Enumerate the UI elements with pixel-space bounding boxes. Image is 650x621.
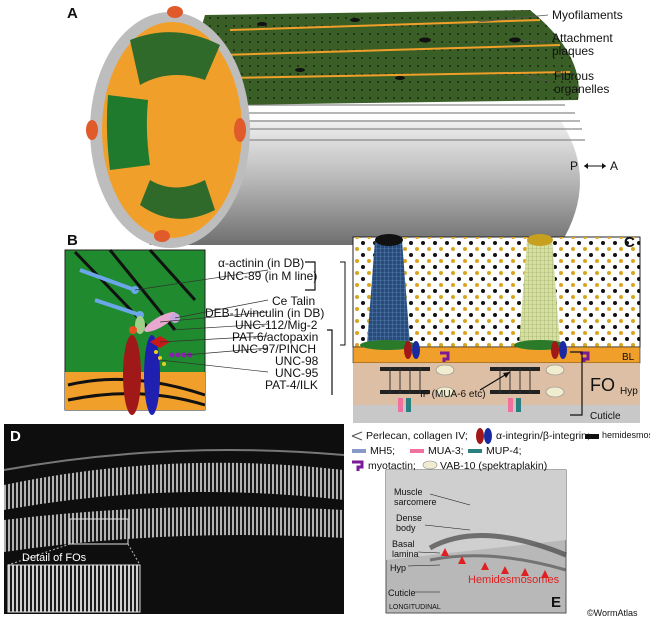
- label-muscle-sarcomere: Muscle sarcomere: [394, 487, 437, 507]
- panel-label-a: A: [67, 5, 78, 22]
- label-hemidesmosomes: Hemidesmosomes: [468, 574, 560, 586]
- label-attachment-plaques: Attachment plaques: [552, 31, 613, 58]
- label-bl: BL: [622, 352, 635, 363]
- label-longitudinal: LONGITUDINAL: [389, 604, 441, 611]
- label-unc-97: UNC-97/PINCH: [232, 342, 317, 356]
- legend-mh5: MH5;: [370, 445, 396, 457]
- label-deb-1: DEB-1/vinculin (in DB): [205, 306, 325, 320]
- label-em-hyp: Hyp: [390, 563, 407, 573]
- label-dense-body: Dense body: [396, 513, 423, 533]
- panel-a-cylinder: [86, 6, 606, 248]
- orientation-posterior: P: [570, 159, 579, 173]
- panel-c-diagram: [340, 234, 641, 423]
- panel-b-diagram: [64, 248, 333, 415]
- panel-d-micrograph: [3, 424, 345, 614]
- label-fo: FO: [590, 375, 615, 395]
- legend-integrin: α-integrin/β-integrin;: [496, 430, 590, 442]
- legend-myotactin: myotactin;: [368, 460, 416, 472]
- legend-perlecan: Perlecan, collagen IV;: [366, 430, 468, 442]
- label-fibrous-organelles: Fibrous organelles: [554, 69, 610, 96]
- panel-label-c: C: [624, 234, 635, 251]
- legend-mup-4: MUP-4;: [486, 445, 522, 457]
- label-cuticle: Cuticle: [590, 411, 621, 422]
- label-pat-4: PAT-4/ILK: [265, 378, 318, 392]
- label-hyp: Hyp: [620, 386, 638, 397]
- label-if: IF (MUA-6 etc): [420, 389, 486, 400]
- label-detail-fos: Detail of FOs: [22, 552, 87, 564]
- label-basal-lamina: Basal lamina: [392, 539, 419, 559]
- label-unc-112: UNC-112/Mig-2: [235, 318, 318, 332]
- label-ce-talin: Ce Talin: [272, 294, 316, 308]
- panel-e-em: [385, 469, 567, 614]
- label-unc-98: UNC-98: [275, 354, 319, 368]
- legend-vab-10: VAB-10 (spektraplakin): [440, 460, 548, 472]
- label-pat-6: PAT-6/actopaxin: [232, 330, 319, 344]
- legend-hemidesmosome: hemidesmosome;: [602, 430, 650, 440]
- credit: ©WormAtlas: [587, 608, 638, 618]
- label-unc-95: UNC-95: [275, 366, 319, 380]
- label-myofilaments: Myofilaments: [552, 8, 623, 22]
- panel-label-b: B: [67, 232, 78, 249]
- legend-icons: [351, 428, 599, 471]
- orientation-anterior: A: [610, 159, 619, 173]
- panel-label-e: E: [551, 594, 562, 611]
- legend-mua-3: MUA-3;: [428, 445, 464, 457]
- label-em-cuticle: Cuticle: [388, 588, 416, 598]
- label-unc-89: UNC-89 (in M line): [218, 269, 318, 283]
- panel-label-d: D: [10, 428, 21, 445]
- label-alpha-actinin: α-actinin (in DB): [218, 256, 305, 270]
